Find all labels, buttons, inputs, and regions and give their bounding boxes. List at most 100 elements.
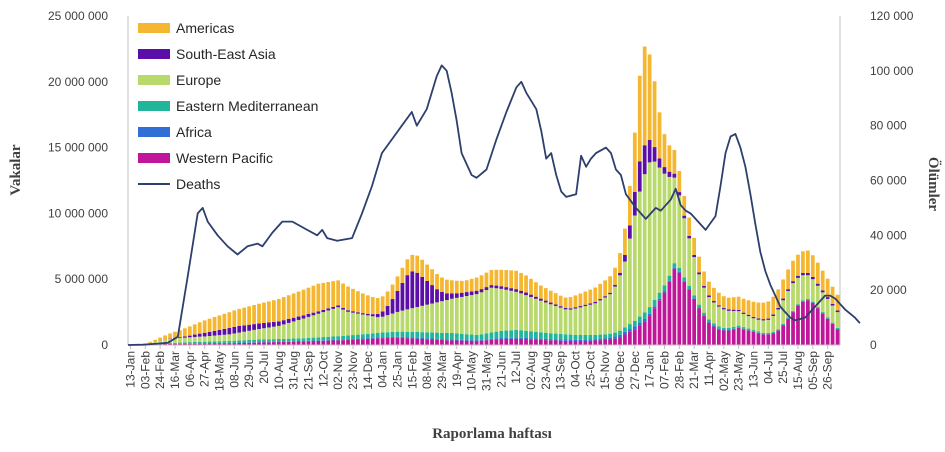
bar-south-east-asia [702,285,706,288]
bar-europe [573,308,578,335]
bar-europe [563,309,568,335]
bar-south-east-asia [810,276,815,280]
bar-south-east-asia [662,167,667,174]
bar-western-pacific [440,340,444,345]
bar-europe [212,335,217,342]
bar-western-pacific [627,331,632,345]
bar-americas [563,297,568,309]
bar-eastern-mediterranean [499,330,504,339]
bar-south-east-asia [687,235,692,239]
bar-south-east-asia [262,322,266,329]
bar-europe [504,289,509,331]
bar-western-pacific [222,343,227,345]
bar-eastern-mediterranean [336,336,341,340]
bar-africa [499,338,504,340]
bar-europe [227,334,232,341]
bar-americas [741,298,746,313]
x-tick-label: 23-May [732,351,746,391]
bar-africa [365,338,370,339]
x-tick-label: 25-Jul [776,351,790,384]
bar-western-pacific [187,343,192,345]
bar-western-pacific [459,340,464,345]
x-tick-label: 11-Apr [702,351,716,386]
bar-south-east-asia [623,254,627,262]
bar-americas [370,297,375,315]
bar-europe [702,287,706,313]
bar-eastern-mediterranean [237,340,242,343]
bar-south-east-asia [326,308,331,311]
bar-americas [311,285,316,313]
bar-africa [341,339,345,341]
bar-western-pacific [227,343,232,345]
bar-eastern-mediterranean [316,337,321,341]
bar-americas [459,280,464,293]
bar-africa [593,339,598,341]
bar-western-pacific [163,343,167,345]
bar-south-east-asia [553,304,558,306]
bar-south-east-asia [761,319,766,321]
bar-americas [588,289,593,304]
bar-eastern-mediterranean [168,343,172,344]
bar-south-east-asia [385,305,390,316]
bar-europe [410,308,415,332]
bar-eastern-mediterranean [217,341,222,343]
bar-africa [623,331,627,335]
bar-europe [662,173,667,286]
bar-eastern-mediterranean [509,330,514,338]
bar-europe [618,275,622,331]
bar-south-east-asia [558,306,563,308]
bar-western-pacific [341,340,345,345]
bar-eastern-mediterranean [440,332,444,340]
bar-western-pacific [657,300,662,345]
bar-western-pacific [677,272,682,345]
x-tick-label: 17-Jan [643,351,657,388]
bar-africa [351,339,355,340]
bar-americas [801,251,805,274]
bar-europe [301,318,306,339]
bar-eastern-mediterranean [197,341,202,344]
bar-eastern-mediterranean [568,334,573,340]
bar-eastern-mediterranean [405,331,410,338]
bar-eastern-mediterranean [504,330,509,338]
bar-americas [583,291,588,305]
bar-western-pacific [687,289,692,345]
bar-western-pacific [563,340,568,345]
bar-south-east-asia [257,323,261,329]
bar-eastern-mediterranean [479,334,484,340]
bar-western-pacific [558,340,563,345]
bar-south-east-asia [647,139,652,163]
bar-south-east-asia [415,272,420,307]
bar-western-pacific [430,339,434,345]
bar-western-pacific [385,338,390,345]
x-tick-label: 21-Mar [687,351,701,389]
bar-americas [687,217,692,236]
bar-europe [153,341,158,344]
bar-western-pacific [830,323,835,345]
bar-americas [662,134,667,168]
bar-eastern-mediterranean [459,333,464,340]
bar-eastern-mediterranean [534,331,538,339]
bar-western-pacific [400,337,405,345]
bar-europe [395,311,400,332]
bar-south-east-asia [365,313,370,316]
bar-eastern-mediterranean [538,332,543,339]
bar-americas [736,296,741,310]
bar-eastern-mediterranean [187,342,192,344]
bar-eastern-mediterranean [746,328,751,331]
x-tick-label: 12-Jul [509,351,523,384]
bar-americas [375,298,380,314]
bar-eastern-mediterranean [766,333,771,335]
bar-south-east-asia [751,316,756,319]
bar-south-east-asia [271,321,276,327]
legend-swatch-americas [138,23,170,33]
bar-south-east-asia [652,147,657,162]
bar-africa [716,328,721,330]
bar-eastern-mediterranean [212,341,217,344]
bar-africa [712,326,716,327]
bar-americas [182,328,187,337]
bar-eastern-mediterranean [603,334,608,339]
bar-americas [365,295,370,314]
bar-americas [222,313,227,329]
bar-americas [390,284,395,300]
bar-americas [360,293,365,314]
